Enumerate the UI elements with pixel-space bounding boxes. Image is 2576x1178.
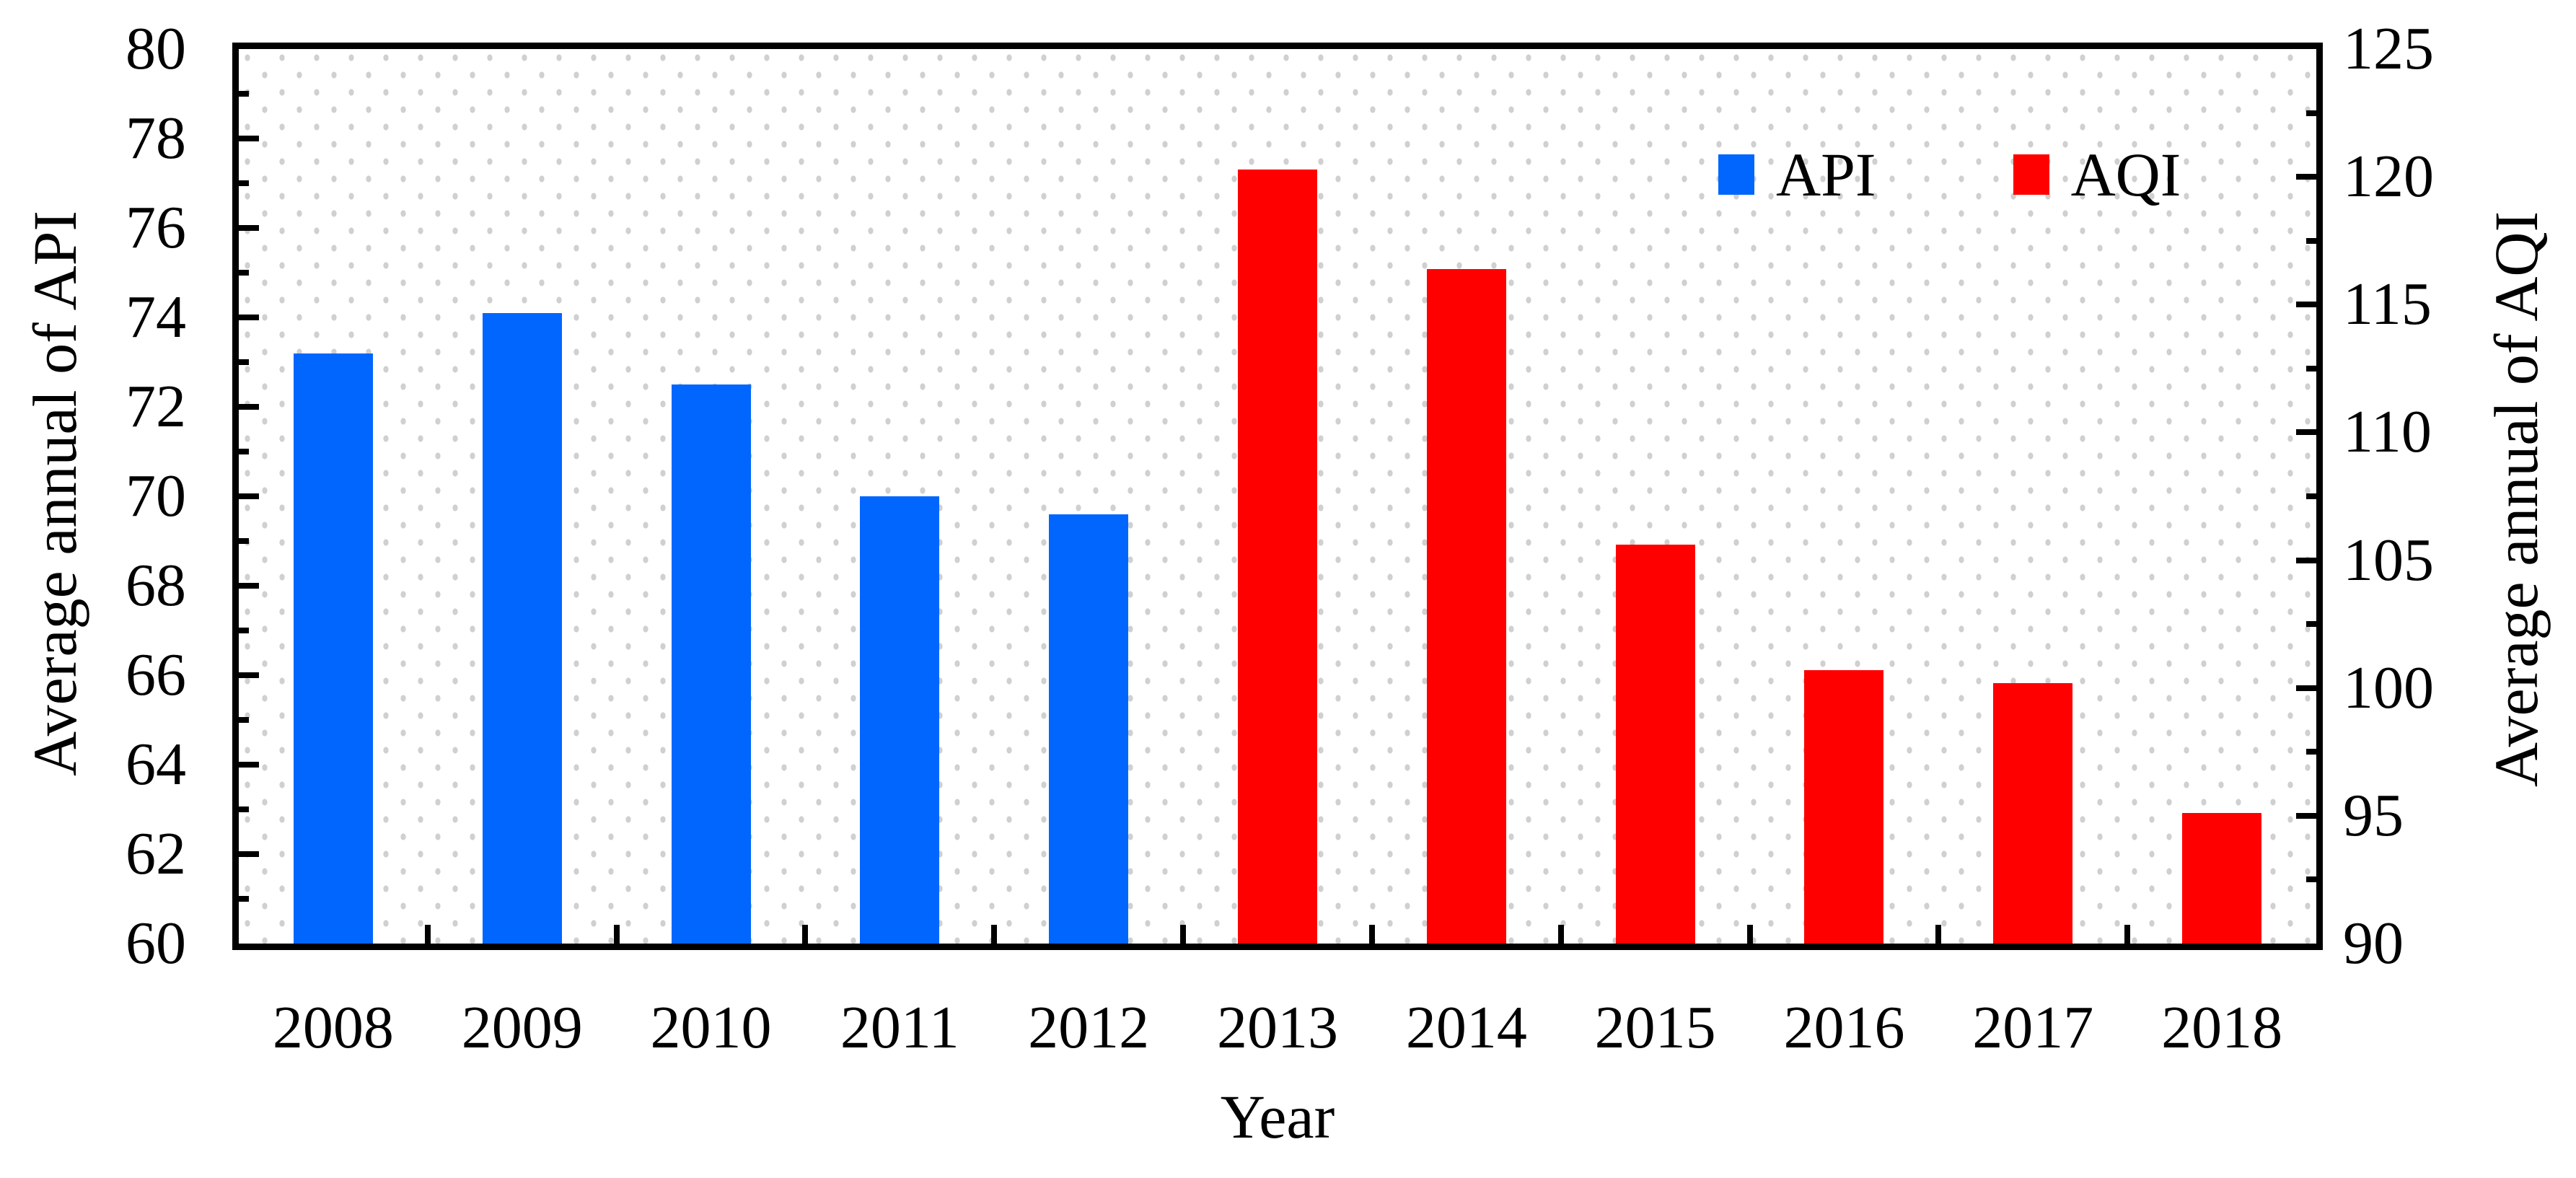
bar-aqi-2018 xyxy=(2182,813,2262,944)
left-axis-minor-tick xyxy=(239,717,249,723)
left-axis-major-tick xyxy=(239,672,259,678)
legend-label-aqi: AQI xyxy=(2070,140,2181,209)
plot-area xyxy=(232,43,2323,950)
x-axis-tick-label-2009: 2009 xyxy=(461,994,583,1061)
left-axis-major-tick xyxy=(239,583,259,589)
right-axis-major-tick xyxy=(2296,557,2316,563)
x-axis-tick-label-2010: 2010 xyxy=(650,994,772,1061)
left-axis-minor-tick xyxy=(239,806,249,812)
right-axis-major-tick xyxy=(2296,812,2316,819)
legend: API AQI xyxy=(1718,140,2181,209)
right-axis-minor-tick xyxy=(2306,493,2316,499)
left-axis-major-tick xyxy=(239,225,259,231)
x-axis-tick-label-2012: 2012 xyxy=(1028,994,1150,1061)
left-axis-tick-label: 78 xyxy=(126,105,186,172)
x-axis-tick xyxy=(1746,925,1753,944)
left-axis-minor-tick xyxy=(239,628,249,633)
left-axis-major-tick xyxy=(239,315,259,320)
right-axis-tick-label: 115 xyxy=(2343,271,2432,338)
x-axis-tick xyxy=(1368,925,1375,944)
right-axis-title: Average annual of AQI xyxy=(2482,211,2551,788)
left-axis-major-tick xyxy=(239,762,259,768)
x-axis-tick xyxy=(424,925,431,944)
x-axis-tick-label-2008: 2008 xyxy=(272,994,394,1061)
left-axis-tick-label: 60 xyxy=(126,910,186,977)
left-axis-minor-tick xyxy=(239,270,249,276)
right-axis-minor-tick xyxy=(2306,621,2316,628)
bar-api-2008 xyxy=(293,353,373,944)
left-axis-minor-tick xyxy=(239,896,249,902)
right-axis-major-tick xyxy=(2296,302,2316,308)
left-axis-tick-label: 64 xyxy=(126,731,186,798)
bar-aqi-2016 xyxy=(1804,669,1884,944)
legend-swatch-aqi xyxy=(2013,154,2049,195)
x-axis-tick-label-2017: 2017 xyxy=(1972,994,2094,1061)
x-axis-tick-label-2014: 2014 xyxy=(1405,994,1527,1061)
bar-api-2012 xyxy=(1049,514,1129,944)
x-axis-tick xyxy=(2124,925,2131,944)
bar-aqi-2014 xyxy=(1426,268,1506,944)
right-axis-tick-label: 120 xyxy=(2343,143,2434,211)
right-axis-tick-label: 90 xyxy=(2343,910,2404,977)
right-axis-major-tick xyxy=(2296,174,2316,180)
bar-api-2010 xyxy=(671,384,751,944)
legend-swatch-api xyxy=(1718,154,1754,195)
x-axis-tick-label-2016: 2016 xyxy=(1783,994,1905,1061)
left-axis-tick-label: 74 xyxy=(126,283,186,351)
right-axis-tick-label: 110 xyxy=(2343,398,2432,466)
x-axis-tick-label-2011: 2011 xyxy=(840,994,959,1061)
left-axis-major-tick xyxy=(239,404,259,410)
x-axis-tick xyxy=(1180,925,1187,944)
bar-aqi-2017 xyxy=(1993,682,2073,944)
left-axis-tick-label: 68 xyxy=(126,552,186,619)
left-axis-major-tick xyxy=(239,851,259,857)
left-axis-minor-tick xyxy=(239,359,249,365)
x-axis-tick xyxy=(802,925,809,944)
right-axis-minor-tick xyxy=(2306,237,2316,244)
right-axis-tick-label: 95 xyxy=(2343,781,2404,849)
right-axis-minor-tick xyxy=(2306,749,2316,755)
bar-aqi-2015 xyxy=(1615,545,1695,944)
right-axis-minor-tick xyxy=(2306,365,2316,372)
legend-label-api: API xyxy=(1776,140,1876,209)
right-axis-minor-tick xyxy=(2306,110,2316,116)
left-axis-tick-label: 72 xyxy=(126,373,186,440)
bar-api-2011 xyxy=(860,496,940,944)
left-axis-title: Average annual of API xyxy=(20,210,89,777)
x-axis-tick-label-2015: 2015 xyxy=(1594,994,1716,1061)
x-axis-tick xyxy=(1935,925,1942,944)
right-axis-tick-label: 100 xyxy=(2343,654,2434,721)
left-axis-minor-tick xyxy=(239,538,249,544)
bar-aqi-2013 xyxy=(1238,169,1317,944)
left-axis-tick-label: 80 xyxy=(126,15,186,82)
right-axis-tick-label: 105 xyxy=(2343,526,2434,594)
left-axis-minor-tick xyxy=(239,449,249,454)
x-axis-title: Year xyxy=(1220,1082,1335,1151)
right-axis-minor-tick xyxy=(2306,876,2316,883)
x-axis-tick xyxy=(613,925,620,944)
left-axis-minor-tick xyxy=(239,180,249,186)
x-axis-tick xyxy=(1557,925,1564,944)
x-axis-tick xyxy=(991,925,998,944)
left-axis-tick-label: 66 xyxy=(126,641,186,708)
x-axis-tick-label-2018: 2018 xyxy=(2161,994,2283,1061)
right-axis-major-tick xyxy=(2296,429,2316,436)
left-axis-major-tick xyxy=(239,136,259,141)
x-axis-tick-label-2013: 2013 xyxy=(1216,994,1338,1061)
right-axis-tick-label: 125 xyxy=(2343,15,2434,82)
left-axis-tick-label: 70 xyxy=(126,462,186,529)
right-axis-major-tick xyxy=(2296,685,2316,691)
left-axis-tick-label: 76 xyxy=(126,194,186,261)
bar-api-2009 xyxy=(482,312,562,944)
left-axis-major-tick xyxy=(239,493,259,499)
left-axis-tick-label: 62 xyxy=(126,820,186,887)
left-axis-minor-tick xyxy=(239,91,249,97)
